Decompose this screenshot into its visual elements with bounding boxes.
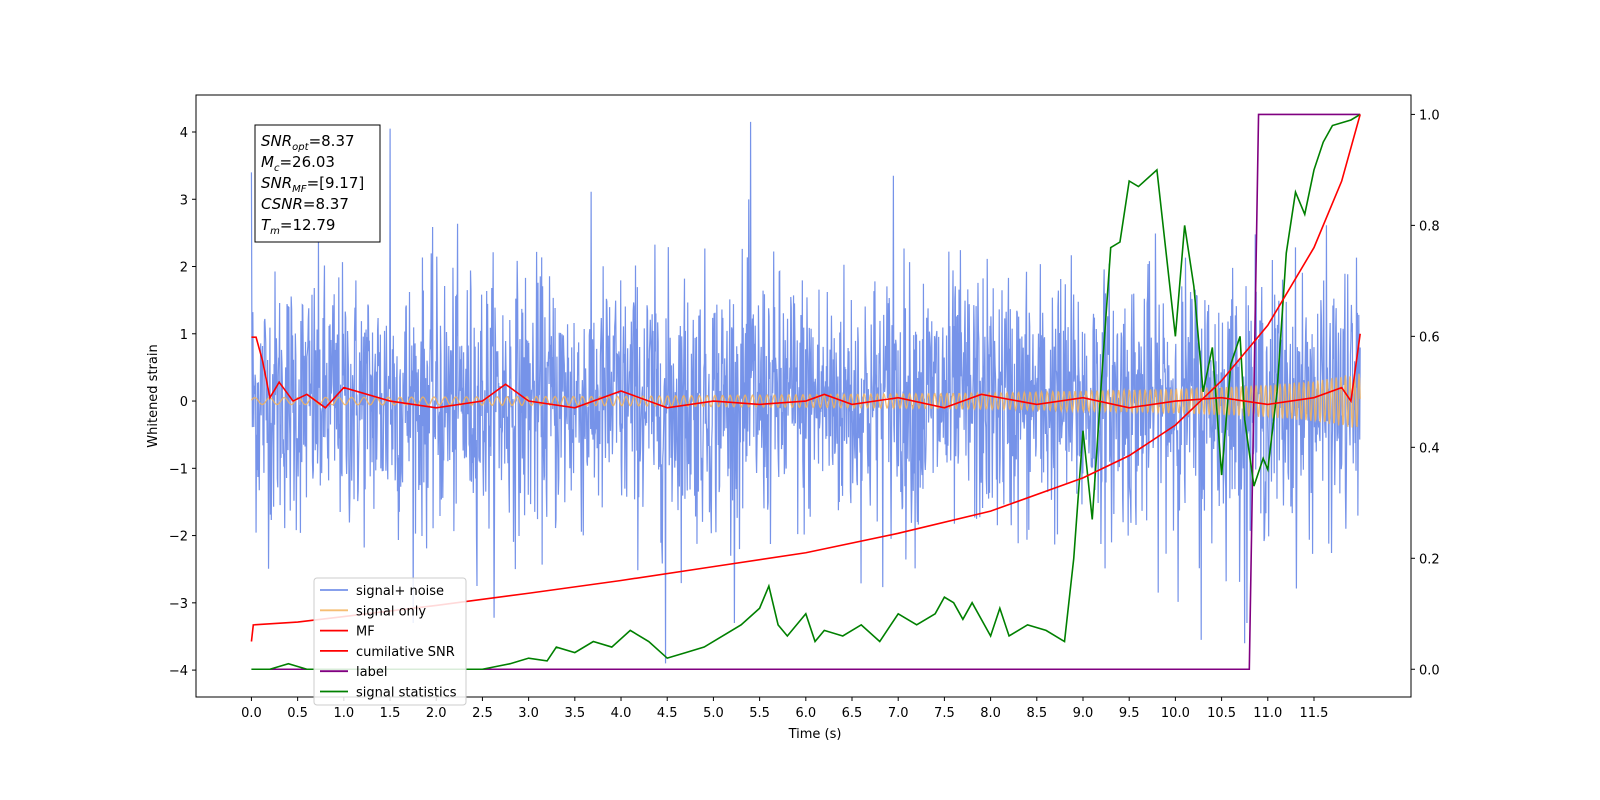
x-tick-label: 11.0 [1253, 706, 1282, 721]
annotation-subscript: MF [292, 184, 307, 195]
x-tick-label: 0.0 [241, 706, 262, 721]
y2-tick-label: 0.0 [1419, 663, 1440, 678]
signal-only-line [250, 373, 1361, 428]
y-tick-label: 1 [180, 328, 188, 343]
y2-tick-label: 1.0 [1419, 108, 1440, 123]
legend-label: MF [356, 625, 375, 640]
signal-only-series [250, 373, 1361, 428]
legend-label: signal only [356, 604, 426, 619]
signal-noise-series [250, 121, 1361, 664]
x-tick-label: 11.5 [1300, 706, 1329, 721]
x-tick-label: 8.5 [1026, 706, 1047, 721]
x-tick-label: 6.5 [842, 706, 863, 721]
annotation-frame [254, 124, 381, 243]
annotation-symbol: T [261, 216, 272, 234]
y2-tick-label: 0.4 [1419, 441, 1440, 456]
x-axis-label: Time (s) [788, 727, 842, 742]
x-tick-label: 5.5 [749, 706, 770, 721]
x-tick-label: 4.5 [657, 706, 678, 721]
x-tick-label: 9.5 [1119, 706, 1140, 721]
x-axis-ticks: 0.0 0.5 1.0 1.5 2.0 2.5 3.0 3.5 4.0 4.5 5.0 5.5 6.0 6… [241, 697, 1328, 721]
x-tick-label: 2.0 [426, 706, 447, 721]
legend: signal+ noise signal only MF cumilative SNR… [313, 577, 467, 706]
x-tick-label: 0.5 [287, 706, 308, 721]
y-tick-label: −3 [169, 597, 188, 612]
x-tick-label: 9.0 [1073, 706, 1094, 721]
x-tick-label: 5.0 [703, 706, 724, 721]
annotation-subscript: c [274, 163, 280, 174]
y2-axis-ticks: 1.0 0.8 0.6 0.4 0.2 0.0 [1411, 108, 1440, 678]
annotation-value: =8.37 [309, 132, 355, 150]
x-tick-label: 7.5 [934, 706, 955, 721]
annotation-symbol: CSNR [261, 195, 303, 213]
legend-label: signal+ noise [356, 584, 444, 599]
y-axis-label: Whitened strain [146, 344, 161, 447]
signal-statistics-line [251, 113, 1361, 671]
y2-tick-label: 0.6 [1419, 330, 1440, 345]
annotation-box: SNRopt=8.37Mc=26.03SNRMF=[9.17]CSNR=8.37… [254, 124, 381, 243]
y-tick-label: −2 [169, 530, 188, 545]
annotation-line: SNRMF=[9.17] [261, 174, 364, 195]
annotation-line: Mc=26.03 [261, 153, 335, 174]
annotation-symbol: SNR [261, 132, 292, 150]
y-tick-label: −1 [169, 462, 188, 477]
x-tick-label: 3.0 [518, 706, 539, 721]
y-tick-label: 2 [180, 261, 188, 276]
x-tick-label: 6.0 [795, 706, 816, 721]
annotation-line: SNRopt=8.37 [261, 132, 355, 153]
annotation-value: =12.79 [280, 216, 336, 234]
x-tick-label: 1.0 [333, 706, 354, 721]
annotation-value: =[9.17] [307, 174, 365, 192]
annotation-line: Tm=12.79 [261, 216, 335, 237]
legend-label: cumilative SNR [356, 645, 455, 660]
plot-frame [195, 94, 1412, 698]
x-tick-label: 7.0 [888, 706, 909, 721]
annotation-value: =8.37 [303, 195, 349, 213]
x-tick-label: 10.5 [1207, 706, 1236, 721]
y-tick-label: 4 [180, 126, 188, 141]
legend-label: label [356, 665, 387, 680]
y-tick-label: 0 [180, 395, 188, 410]
x-tick-label: 8.0 [980, 706, 1001, 721]
mf-line [251, 333, 1361, 409]
y2-tick-label: 0.2 [1419, 552, 1440, 567]
annotation-symbol: M [261, 153, 274, 171]
y2-tick-label: 0.8 [1419, 219, 1440, 234]
annotation-subscript: opt [292, 142, 309, 153]
y-tick-label: 3 [180, 193, 188, 208]
x-tick-label: 10.0 [1161, 706, 1190, 721]
y-axis-ticks: 4 3 2 1 0 −1 −2 −3 −4 [169, 126, 196, 679]
label-line [251, 113, 1361, 671]
annotation-subscript: m [270, 226, 280, 237]
y-tick-label: −4 [169, 664, 188, 679]
x-tick-label: 1.5 [380, 706, 401, 721]
x-tick-label: 4.0 [611, 706, 632, 721]
legend-frame [313, 577, 467, 706]
annotation-value: =26.03 [279, 153, 335, 171]
legend-label: signal statistics [356, 686, 457, 701]
annotation-symbol: SNR [261, 174, 292, 192]
x-tick-label: 2.5 [472, 706, 493, 721]
annotation-line: CSNR=8.37 [261, 195, 349, 213]
signal-noise-line [250, 121, 1361, 664]
x-tick-label: 3.5 [564, 706, 585, 721]
